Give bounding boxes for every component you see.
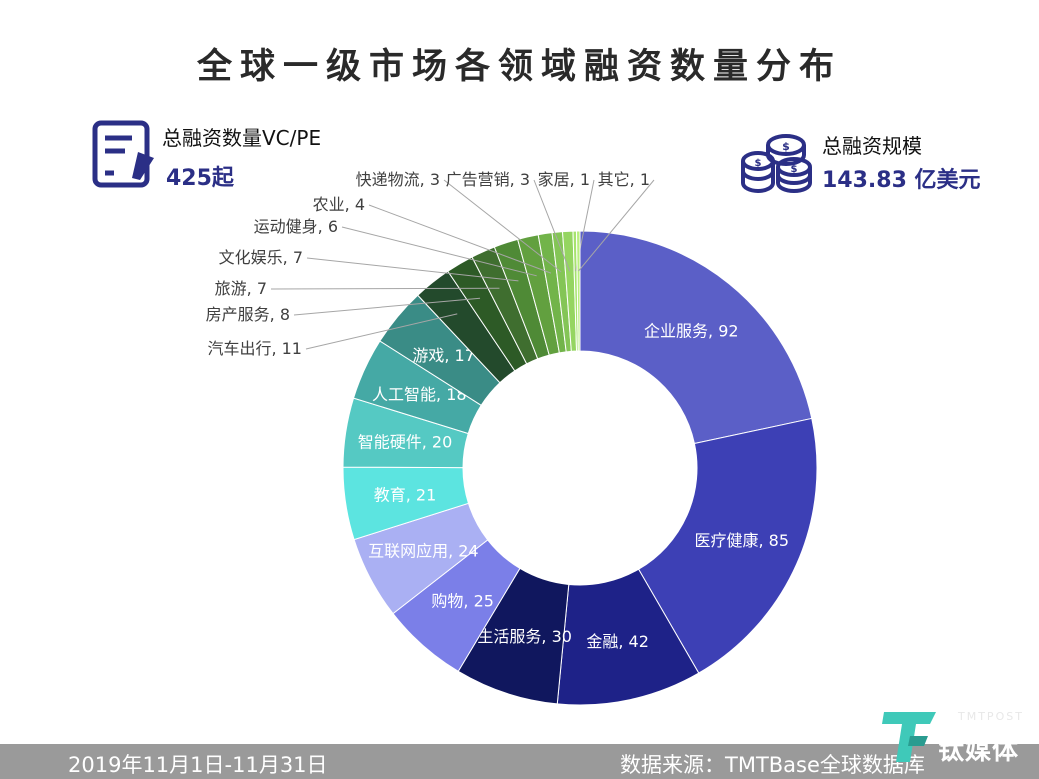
slice-label: 旅游, 7 (215, 279, 267, 298)
document-pen-icon (92, 120, 154, 188)
data-source: 数据来源：TMTBase全球数据库 (620, 753, 925, 777)
slice-label: 医疗健康, 85 (695, 531, 790, 550)
slice-label: 其它, 1 (598, 170, 650, 189)
slice-label: 家居, 1 (538, 170, 590, 189)
slice-label: 快递物流, 3 (356, 170, 440, 189)
leader-line (368, 204, 552, 274)
slice-label: 农业, 4 (313, 195, 365, 214)
total-count-label: 总融资数量VC/PE (162, 126, 322, 150)
slice-label: 广告营销, 3 (446, 170, 530, 189)
total-count-value: 425起 (166, 166, 234, 191)
tmtpost-logo: TMTPOST 钛媒体 (880, 700, 1030, 775)
slice-label: 生活服务, 30 (477, 627, 572, 646)
slice-label: 人工智能, 18 (372, 385, 467, 404)
slice-label: 智能硬件, 20 (358, 432, 453, 451)
slice-label: 教育, 21 (374, 486, 437, 505)
brand-name-en: TMTPOST (958, 710, 1024, 723)
coin-stack-icon: $ $ $ (741, 134, 812, 193)
slice-label: 游戏, 17 (412, 346, 475, 365)
svg-text:$: $ (755, 158, 762, 169)
slice-label: 文化娱乐, 7 (219, 248, 303, 267)
total-scale-value: 143.83 亿美元 (822, 168, 981, 193)
leader-line (305, 313, 458, 350)
donut-slice (579, 230, 813, 445)
leader-line (578, 179, 655, 272)
leader-line (270, 287, 500, 290)
leader-line (293, 297, 481, 316)
slice-label: 金融, 42 (586, 632, 649, 651)
svg-text:$: $ (782, 140, 790, 153)
leader-line (341, 226, 537, 277)
leader-line (443, 179, 562, 273)
slice-label: 购物, 25 (431, 592, 494, 611)
slice-label: 互联网应用, 24 (368, 541, 479, 560)
svg-text:$: $ (791, 164, 798, 175)
slice-label: 汽车出行, 11 (207, 339, 302, 358)
brand-name: 钛媒体 (938, 736, 1020, 766)
footer-bar: 2019年11月1日-11月31日 数据来源：TMTBase全球数据库 (0, 744, 1039, 779)
tmtpost-logo-icon (882, 712, 936, 762)
date-range: 2019年11月1日-11月31日 (68, 753, 328, 777)
chart-title: 全球一级市场各领域融资数量分布 (196, 47, 842, 87)
slice-label: 房产服务, 8 (206, 305, 290, 324)
total-scale-label: 总融资规模 (822, 134, 922, 158)
slice-label: 运动健身, 6 (254, 217, 338, 236)
leader-line (533, 179, 571, 272)
slice-label: 企业服务, 92 (644, 321, 739, 340)
donut-slice (637, 417, 818, 674)
leader-line (306, 257, 519, 282)
donut-slice (575, 230, 581, 352)
